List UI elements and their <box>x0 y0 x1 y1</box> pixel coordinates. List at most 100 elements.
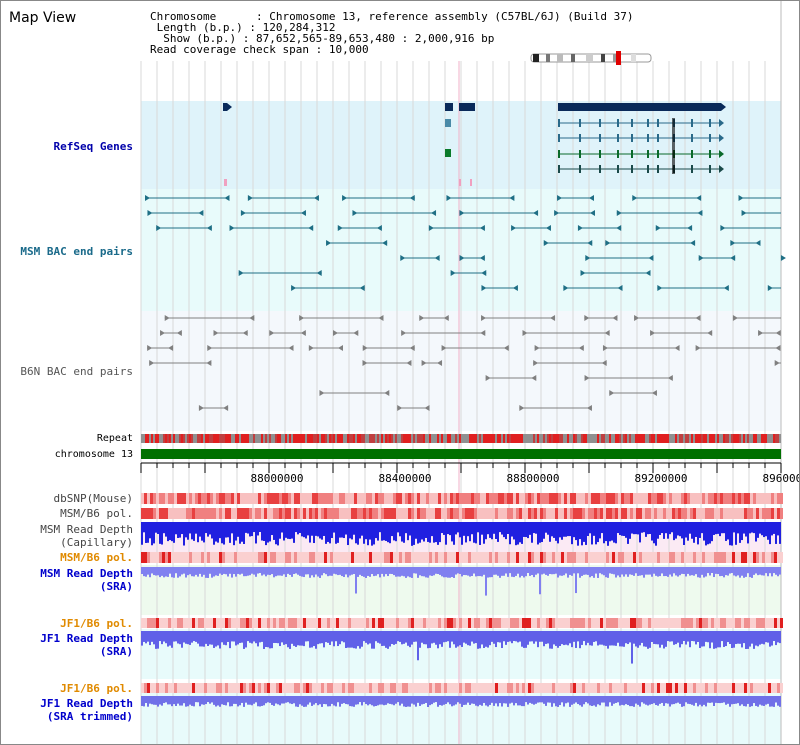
heat-cell <box>570 493 573 504</box>
depth-bar <box>759 522 761 534</box>
repeat-cell <box>763 434 765 443</box>
bac-end-marker <box>687 225 693 231</box>
repeat-cell <box>633 434 635 443</box>
depth-bar <box>147 567 149 575</box>
heat-cell <box>189 618 192 628</box>
heat-cell <box>714 683 717 693</box>
depth-bar <box>687 696 689 704</box>
depth-bar <box>359 522 361 539</box>
heat-cell <box>672 683 675 693</box>
heat-cell <box>336 683 339 693</box>
depth-bar <box>249 696 251 705</box>
heat-cell <box>306 618 309 628</box>
depth-bar <box>461 696 463 707</box>
heat-cell <box>513 552 516 563</box>
heat-cell <box>228 683 231 693</box>
depth-bar <box>161 522 163 545</box>
heat-cell <box>729 552 732 563</box>
depth-bar <box>383 522 385 541</box>
heat-cell <box>723 552 726 563</box>
depth-bar <box>709 522 711 544</box>
depth-bar <box>563 696 565 707</box>
heat-cell <box>177 618 180 628</box>
repeat-cell <box>373 434 375 443</box>
refseq-genes <box>223 103 726 186</box>
depth-bar <box>649 567 651 575</box>
depth-bar <box>503 696 505 704</box>
depth-bar <box>239 696 241 706</box>
depth-bar <box>605 631 607 646</box>
repeat-cell <box>427 434 429 443</box>
heat-cell <box>312 683 315 693</box>
heat-cell <box>204 683 207 693</box>
heat-cell <box>501 493 504 504</box>
depth-bar <box>227 631 229 642</box>
depth-bar <box>329 522 331 544</box>
heat-cell <box>291 552 294 563</box>
repeat-cell <box>365 434 367 443</box>
heat-cell <box>573 493 576 504</box>
depth-bar <box>715 696 717 703</box>
depth-bar <box>503 522 505 538</box>
heat-cell <box>693 683 696 693</box>
gene-exon <box>599 165 601 173</box>
heat-cell <box>426 683 429 693</box>
depth-bar <box>731 696 733 705</box>
depth-bar <box>249 567 251 576</box>
heat-cell <box>651 683 654 693</box>
depth-bar <box>511 522 513 537</box>
heat-cell <box>402 508 405 519</box>
heat-cell <box>192 552 195 563</box>
heat-cell <box>675 493 678 504</box>
heat-cell <box>675 618 678 628</box>
bac-end-marker <box>720 225 726 231</box>
depth-bar <box>613 567 615 575</box>
heat-cell <box>429 683 432 693</box>
depth-bar <box>439 522 441 543</box>
depth-bar <box>315 696 317 704</box>
depth-bar <box>369 696 371 705</box>
depth-bar <box>441 522 443 534</box>
depth-bar <box>291 567 293 577</box>
heat-cell <box>432 552 435 563</box>
chromosome-label: Chromosome <box>150 10 217 23</box>
depth-bar <box>405 631 407 643</box>
heat-cell <box>285 683 288 693</box>
repeat-cell <box>465 434 467 443</box>
depth-bar <box>589 522 591 534</box>
heat-cell <box>678 552 681 563</box>
heat-cell <box>348 618 351 628</box>
repeat-cell <box>215 434 217 443</box>
depth-bar <box>703 631 705 647</box>
heat-cell <box>603 493 606 504</box>
depth-bar <box>261 522 263 541</box>
depth-bar <box>343 631 345 643</box>
heat-cell <box>336 508 339 519</box>
depth-bar <box>175 696 177 706</box>
heat-cell <box>597 552 600 563</box>
depth-bar <box>687 631 689 642</box>
depth-bar <box>233 631 235 642</box>
repeat-cell <box>525 434 527 443</box>
heat-cell <box>141 618 144 628</box>
heat-cell <box>144 618 147 628</box>
depth-bar <box>253 567 255 575</box>
depth-bar <box>303 567 305 578</box>
heat-cell <box>639 493 642 504</box>
repeat-cell <box>189 434 191 443</box>
heat-cell <box>159 508 162 519</box>
heat-cell <box>462 552 465 563</box>
depth-bar <box>435 696 437 703</box>
depth-bar <box>191 631 193 643</box>
depth-bar <box>501 567 503 576</box>
repeat-cell <box>445 434 447 443</box>
depth-bar <box>413 696 415 705</box>
heat-cell <box>747 508 750 519</box>
repeat-cell <box>299 434 301 443</box>
heat-cell <box>459 552 462 563</box>
heat-cell <box>516 493 519 504</box>
heat-cell <box>234 508 237 519</box>
heat-cell <box>276 683 279 693</box>
repeat-cell <box>527 434 529 443</box>
